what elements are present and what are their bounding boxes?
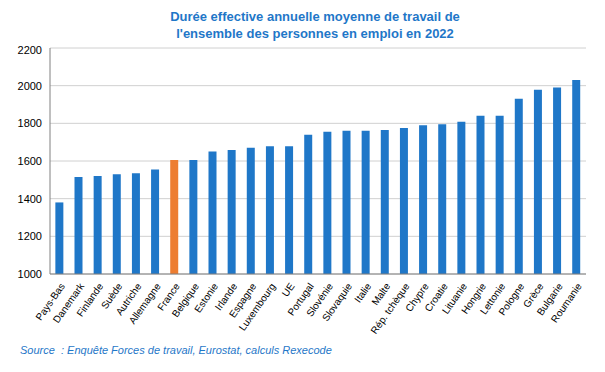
svg-text:Suède: Suède xyxy=(98,280,125,311)
svg-text:1800: 1800 xyxy=(18,117,42,129)
svg-text:Chypre: Chypre xyxy=(403,280,431,314)
svg-text:Autriche: Autriche xyxy=(113,280,144,318)
html-text:Durée effective annuelle moyen: Durée effective annuelle moyenne de trav… xyxy=(170,9,460,41)
svg-text:Grèce: Grèce xyxy=(521,280,546,310)
svg-text:Rép. tchèque: Rép. tchèque xyxy=(368,280,412,336)
svg-text:Malte: Malte xyxy=(369,280,393,308)
svg-text:2200: 2200 xyxy=(18,44,42,56)
svg-text:Irlande: Irlande xyxy=(212,280,240,313)
svg-text:Finlande: Finlande xyxy=(74,281,105,319)
svg-text:Espagne: Espagne xyxy=(226,280,259,320)
svg-text:1200: 1200 xyxy=(18,230,42,242)
svg-text:Roumanie: Roumanie xyxy=(549,281,584,325)
svg-text:Hongrie: Hongrie xyxy=(459,280,489,316)
svg-text:Estonie: Estonie xyxy=(192,280,221,315)
svg-text:Danemark: Danemark xyxy=(50,280,87,325)
svg-text:Slovaquie: Slovaquie xyxy=(320,281,354,324)
svg-text:Lettonie: Lettonie xyxy=(477,280,508,317)
svg-text:Lituanie: Lituanie xyxy=(439,280,469,316)
svg-text:Belgique: Belgique xyxy=(170,281,202,320)
svg-text:Pologne: Pologne xyxy=(496,281,526,318)
svg-text:1400: 1400 xyxy=(18,193,42,205)
html-text:Source : Enquête Forces de tra: Source : Enquête Forces de travail, Euro… xyxy=(20,344,332,356)
svg-text:France: France xyxy=(155,280,182,313)
svg-text:1600: 1600 xyxy=(18,155,42,167)
svg-text:Italie: Italie xyxy=(352,280,374,305)
svg-text:Bulgarie: Bulgarie xyxy=(534,280,565,318)
svg-text:Luxembourg: Luxembourg xyxy=(237,281,278,333)
svg-text:1000: 1000 xyxy=(18,268,42,280)
svg-text:2000: 2000 xyxy=(18,80,42,92)
svg-text:Allemagne: Allemagne xyxy=(126,280,163,326)
svg-text:Portugal: Portugal xyxy=(285,280,316,318)
svg-text:Pays-Bas: Pays-Bas xyxy=(33,280,67,323)
svg-text:Croatie: Croatie xyxy=(422,280,450,314)
svg-text:Slovénie: Slovénie xyxy=(304,280,335,319)
svg-text:UE: UE xyxy=(280,281,297,299)
